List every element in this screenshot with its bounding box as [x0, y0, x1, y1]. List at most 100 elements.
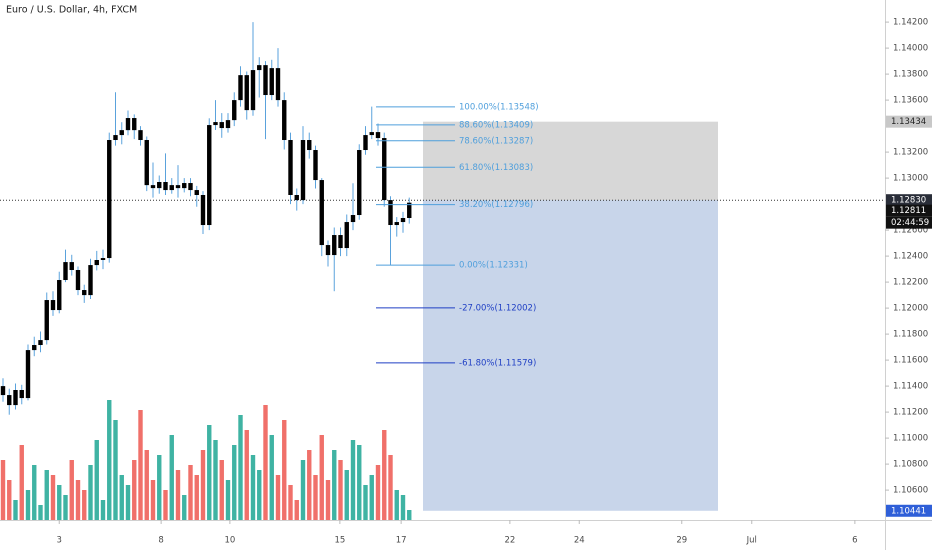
y-tick-label: 1.11800	[893, 330, 928, 340]
candle-body	[263, 65, 268, 96]
fib-level-label: 0.00%(1.12331)	[459, 261, 528, 271]
volume-bar	[82, 490, 87, 520]
candle-body	[338, 235, 343, 249]
y-tick-label: 1.13000	[893, 174, 928, 184]
candle-body	[207, 125, 212, 226]
candle-body	[7, 395, 12, 406]
candle-body	[238, 75, 243, 101]
candle-body	[94, 260, 99, 266]
candle-body	[200, 195, 206, 226]
candle-body	[275, 68, 281, 101]
candle-body	[107, 140, 112, 259]
volume-bar	[144, 450, 149, 520]
candle-body	[82, 290, 87, 296]
candle-body	[269, 68, 274, 96]
fib-level-label: 78.60%(1.13287)	[459, 136, 533, 146]
volume-bar	[19, 445, 24, 520]
volume-bar	[44, 470, 49, 520]
x-tick-label: Jul	[746, 536, 757, 546]
candle-body	[294, 195, 299, 201]
candle-body	[257, 65, 262, 71]
x-tick-label: 22	[504, 536, 515, 546]
y-tick-label: 1.10800	[893, 460, 928, 470]
y-tick-label: 1.14200	[893, 18, 928, 28]
x-tick-label: 24	[574, 536, 585, 546]
volume-bar	[250, 455, 256, 520]
candle-body	[63, 262, 68, 281]
candle-body	[132, 118, 137, 131]
candle-body	[182, 183, 187, 189]
x-tick-label: 15	[334, 536, 345, 546]
candle-body	[382, 138, 387, 201]
volume-bar	[69, 460, 74, 520]
volume-bar	[157, 455, 162, 520]
volume-bar	[288, 485, 293, 520]
candle-body	[38, 340, 43, 346]
y-tick-label: 1.10600	[893, 486, 928, 496]
volume-bar	[94, 440, 99, 520]
entry-price-label-bg	[886, 194, 932, 207]
x-tick-label: 6	[852, 536, 857, 546]
y-tick-label: 1.13800	[893, 70, 928, 80]
volume-bar	[313, 475, 318, 520]
candle-body	[313, 150, 318, 181]
target-price-label-bg	[886, 115, 932, 128]
candle-body	[213, 122, 218, 126]
volume-bar	[238, 415, 243, 520]
volume-bar	[75, 480, 81, 520]
volume-bar	[219, 460, 224, 520]
last-price-label-bg	[886, 204, 932, 217]
volume-bar	[369, 475, 374, 520]
y-tick-label: 1.12200	[893, 278, 928, 288]
y-tick-label: 1.12000	[893, 304, 928, 314]
position-profit-zone	[423, 121, 718, 201]
candle-body	[57, 280, 62, 311]
candle-body	[0, 386, 6, 396]
volume-bar	[407, 510, 412, 520]
volume-bar	[388, 455, 393, 520]
volume-bar	[225, 480, 231, 520]
y-tick-label: 1.12600	[893, 226, 928, 236]
candle-body	[188, 183, 193, 191]
volume-bar	[232, 445, 237, 520]
candle-body	[150, 185, 156, 189]
volume-bar	[307, 450, 312, 520]
volume-bar	[163, 490, 168, 520]
volume-bar	[7, 480, 12, 520]
candle-body	[69, 262, 74, 271]
stop-price-label: 1.10441	[891, 506, 926, 516]
volume-bar	[207, 425, 212, 520]
volume-bar	[0, 460, 6, 520]
candle-body	[344, 222, 349, 249]
candle-body	[244, 75, 249, 111]
volume-bar	[100, 500, 106, 520]
candle-body	[119, 130, 124, 136]
candle-body	[375, 132, 381, 139]
candle-body	[400, 218, 406, 223]
volume-bar	[125, 485, 131, 520]
volume-bar	[269, 435, 274, 520]
volume-bar	[363, 485, 368, 520]
volume-bar	[32, 465, 37, 520]
volume-bar	[300, 460, 306, 520]
y-tick-label: 1.12400	[893, 252, 928, 262]
candle-body	[138, 130, 143, 141]
volume-bar	[338, 460, 343, 520]
candle-body	[325, 245, 331, 256]
y-tick-label: 1.14000	[893, 44, 928, 54]
y-tick-label: 1.11200	[893, 408, 928, 418]
candle-body	[25, 350, 31, 399]
candle-body	[407, 202, 412, 219]
candle-body	[363, 135, 368, 151]
x-tick-label: 8	[158, 536, 163, 546]
fib-level-label: -27.00%(1.12002)	[459, 303, 536, 313]
candle-body	[32, 345, 37, 351]
volume-bar	[344, 470, 349, 520]
volume-bar	[375, 465, 381, 520]
candle-body	[250, 70, 256, 111]
x-tick-label: 29	[676, 536, 687, 546]
position-loss-zone	[423, 200, 718, 511]
candle-body	[219, 122, 224, 129]
